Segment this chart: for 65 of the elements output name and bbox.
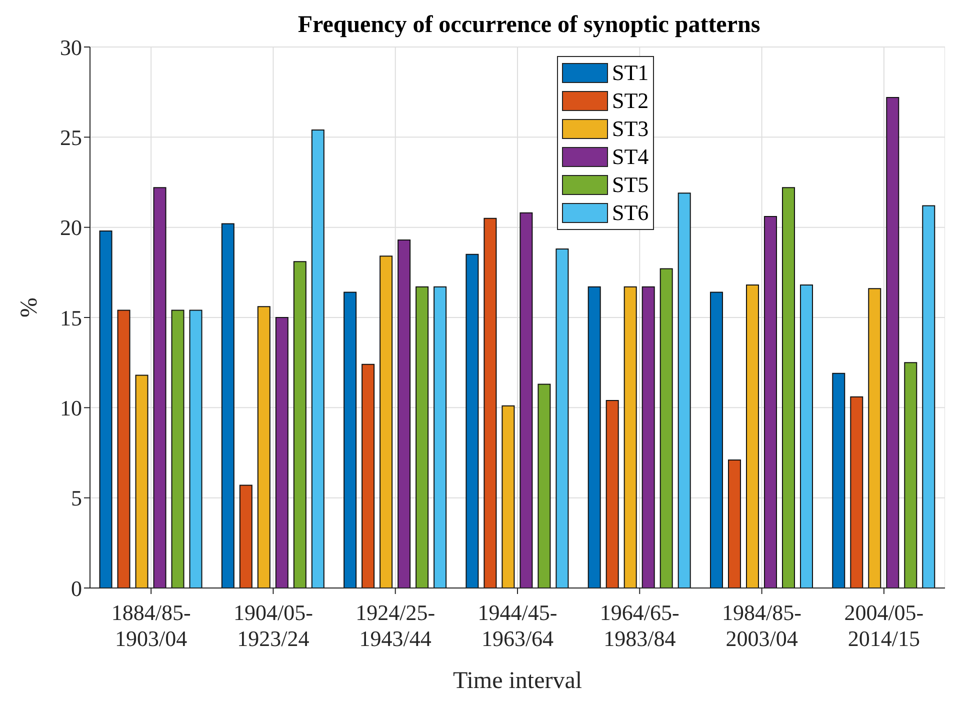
bar: [556, 248, 569, 588]
x-tick-label: 2004/05- 2014/15: [844, 600, 924, 651]
x-tick-label: 1904/05- 1923/24: [233, 600, 313, 651]
bar: [257, 306, 270, 588]
y-tick-label: 5: [71, 486, 82, 511]
y-tick-label: 15: [60, 305, 82, 330]
bar: [434, 286, 447, 588]
bar: [484, 218, 497, 588]
x-tick-label: 1924/25- 1943/44: [356, 600, 436, 651]
bar: [624, 286, 637, 588]
bar: [922, 205, 936, 588]
bar: [171, 310, 184, 588]
bar: [538, 384, 551, 588]
bar: [868, 288, 882, 588]
x-tick-label: 1884/85- 1903/04: [111, 600, 191, 651]
bar: [886, 96, 900, 588]
bar: [239, 484, 252, 588]
bar: [117, 310, 130, 588]
bar: [293, 261, 306, 588]
bar: [99, 230, 112, 588]
y-tick-label: 30: [60, 34, 82, 60]
bar: [362, 364, 375, 588]
legend-label: ST3: [612, 116, 649, 142]
x-tick-label: 1984/85- 2003/04: [722, 600, 802, 651]
bar: [135, 374, 148, 588]
y-tick-label: 25: [60, 124, 82, 150]
bar: [520, 212, 533, 588]
bar: [606, 400, 619, 588]
bar: [221, 223, 234, 588]
x-tick-label: 1944/45- 1963/64: [478, 600, 558, 651]
y-tick-label: 10: [60, 395, 82, 420]
x-axis-title: Time interval: [452, 668, 582, 694]
bar: [153, 187, 166, 588]
bar: [764, 216, 777, 588]
bar: [344, 292, 357, 588]
y-tick-label: 20: [60, 215, 82, 240]
bar: [311, 129, 324, 588]
bar: [642, 286, 655, 588]
legend-label: ST6: [612, 200, 649, 226]
y-axis-title: %: [16, 298, 43, 318]
bar: [466, 254, 479, 588]
bar: [189, 310, 202, 588]
bar: [746, 284, 759, 588]
legend-label: ST5: [612, 172, 649, 198]
bar: [832, 372, 846, 588]
bar: [398, 239, 411, 588]
bar: [710, 292, 723, 588]
bar: [850, 396, 864, 588]
y-tick-label: 0: [71, 576, 82, 601]
bar: [800, 284, 813, 588]
bar: [782, 187, 795, 588]
legend-label: ST4: [612, 144, 649, 170]
legend-label: ST2: [612, 88, 649, 114]
bar: [502, 405, 515, 588]
x-tick-label: 1964/65- 1983/84: [600, 600, 680, 651]
bar: [678, 192, 691, 588]
bar: [380, 256, 393, 588]
bar: [275, 317, 288, 588]
legend-label: ST1: [612, 60, 649, 86]
bar: [660, 268, 673, 588]
bar: [588, 286, 601, 588]
bar: [904, 362, 918, 588]
chart-title: Frequency of occurrence of synoptic patterns: [296, 12, 762, 39]
bar: [416, 286, 429, 588]
bar: [728, 459, 741, 588]
